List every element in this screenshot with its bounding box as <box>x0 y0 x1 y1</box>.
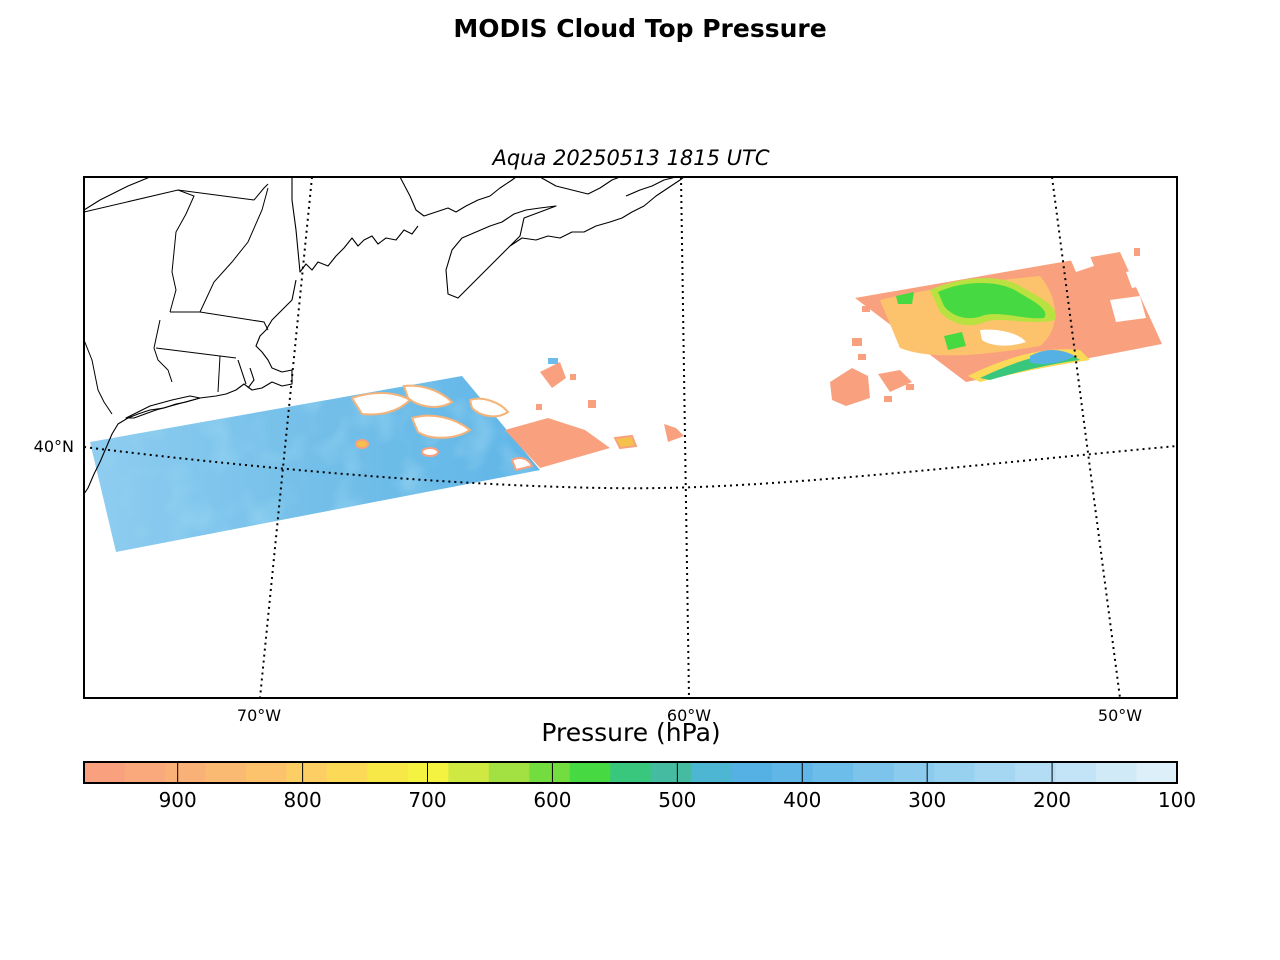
plot-area <box>84 177 1177 698</box>
colorbar <box>83 761 1178 784</box>
colorbar-tick-label: 200 <box>1033 788 1071 812</box>
colorbar-segment <box>934 762 976 783</box>
colorbar-segment <box>84 762 126 783</box>
colorbar-ticks: 900 800 700 600 500 400 300 200 100 <box>159 762 1196 812</box>
colorbar-tick-label: 300 <box>908 788 946 812</box>
colorbar-segment <box>124 762 166 783</box>
colorbar-segment <box>367 762 409 783</box>
colorbar-tick-label: 500 <box>658 788 696 812</box>
colorbar-tick-label: 100 <box>1158 788 1196 812</box>
colorbar-label: Pressure (hPa) <box>541 718 721 747</box>
colorbar-segment <box>610 762 652 783</box>
lon-label-70w: 70°W <box>237 706 281 725</box>
colorbar-segment <box>448 762 490 783</box>
colorbar-segment <box>974 762 1016 783</box>
colorbar-segment <box>1096 762 1138 783</box>
colorbar-segment <box>407 762 449 783</box>
cloud-swath-southwest <box>90 358 684 552</box>
colorbar-segment <box>650 762 692 783</box>
colorbar-segment <box>772 762 814 783</box>
colorbar-tick-label: 800 <box>284 788 322 812</box>
colorbar-segment <box>326 762 368 783</box>
graticule <box>84 177 1177 698</box>
map-frame <box>83 176 1178 699</box>
colorbar-segment <box>731 762 773 783</box>
colorbar-segment <box>691 762 733 783</box>
cloud-swath-northeast <box>830 248 1162 406</box>
lat-label-40n: 40°N <box>34 437 74 456</box>
lon-label-50w: 50°W <box>1098 706 1142 725</box>
colorbar-segment <box>488 762 530 783</box>
colorbar-segment <box>893 762 935 783</box>
colorbar-segment <box>569 762 611 783</box>
colorbar-segment <box>1015 762 1057 783</box>
colorbar-tick-label: 700 <box>408 788 446 812</box>
colorbar-segment <box>1136 762 1178 783</box>
colorbar-segment <box>286 762 328 783</box>
colorbar-segment <box>1055 762 1097 783</box>
colorbar-segment <box>245 762 288 783</box>
figure-title: MODIS Cloud Top Pressure <box>453 14 827 43</box>
colorbar-tick-label: 600 <box>533 788 571 812</box>
lon-line-60w <box>680 177 690 698</box>
lat-line-40n <box>84 445 1177 490</box>
colorbar-tick-label: 400 <box>783 788 821 812</box>
coastlines <box>84 177 685 495</box>
figure-subtitle: Aqua 20250513 1815 UTC <box>492 146 770 170</box>
colorbar-segment <box>853 762 895 783</box>
state-borders <box>84 183 269 415</box>
colorbar-segment <box>812 762 854 783</box>
lon-label-60w: 60°W <box>667 706 711 725</box>
colorbar-segment <box>205 762 247 783</box>
colorbar-tick-label: 900 <box>159 788 197 812</box>
colorbar-segment <box>164 762 207 783</box>
colorbar-segment <box>529 762 571 783</box>
